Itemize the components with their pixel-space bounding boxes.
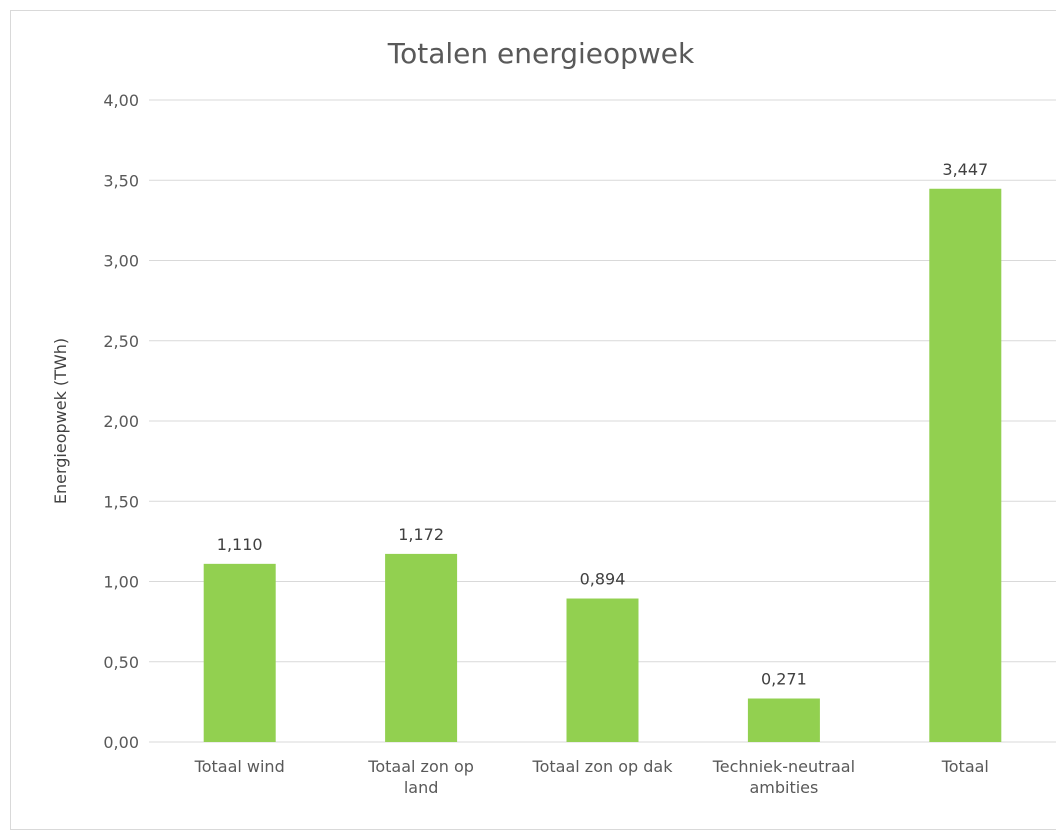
y-tick-label: 0,50 xyxy=(103,653,139,672)
x-category-line: Totaal wind xyxy=(194,757,285,776)
data-label: 0,271 xyxy=(761,670,807,689)
x-category-line: land xyxy=(404,778,439,797)
y-tick-label: 3,00 xyxy=(103,252,139,271)
x-category-label: Techniek-neutraal ambities xyxy=(712,757,855,797)
bar xyxy=(385,553,458,742)
bar xyxy=(203,563,276,742)
bar-chart: Totalen energieopwek Energieopwek (TWh) … xyxy=(51,37,1056,797)
y-tick-label: 2,50 xyxy=(103,332,139,351)
bars xyxy=(203,188,1002,743)
y-axis-ticks: 0,00 0,50 1,00 1,50 2,00 2,50 3,00 3,50 4,00 xyxy=(103,91,139,752)
gridlines xyxy=(149,99,1056,743)
x-category-line: Totaal zon op dak xyxy=(532,757,674,776)
y-tick-label: 4,00 xyxy=(103,91,139,110)
y-tick-label: 3,50 xyxy=(103,171,139,190)
y-tick-label: 2,00 xyxy=(103,412,139,431)
x-category-label: Totaal wind xyxy=(194,757,285,776)
data-label: 1,110 xyxy=(217,535,263,554)
x-category-label: Totaal xyxy=(941,757,989,776)
data-labels: 1,110 1,172 0,894 0,271 3,447 xyxy=(217,160,988,689)
x-category-line: Totaal xyxy=(941,757,989,776)
x-category-label: Totaal zon op land xyxy=(367,757,474,797)
data-label: 3,447 xyxy=(942,160,988,179)
bar xyxy=(929,188,1002,743)
data-label: 0,894 xyxy=(580,570,626,589)
x-category-line: Techniek-neutraal xyxy=(712,757,855,776)
x-category-label: Totaal zon op dak xyxy=(532,757,674,776)
chart-title: Totalen energieopwek xyxy=(387,37,695,70)
x-category-line: ambities xyxy=(749,778,818,797)
y-tick-label: 1,00 xyxy=(103,573,139,592)
x-category-line: Totaal zon op xyxy=(367,757,474,776)
chart-frame: Totalen energieopwek Energieopwek (TWh) … xyxy=(10,10,1056,830)
y-tick-label: 1,50 xyxy=(103,492,139,511)
y-axis-title: Energieopwek (TWh) xyxy=(51,338,70,504)
data-label: 1,172 xyxy=(398,525,444,544)
y-tick-label: 0,00 xyxy=(103,733,139,752)
bar xyxy=(747,698,820,742)
bar xyxy=(566,598,639,742)
